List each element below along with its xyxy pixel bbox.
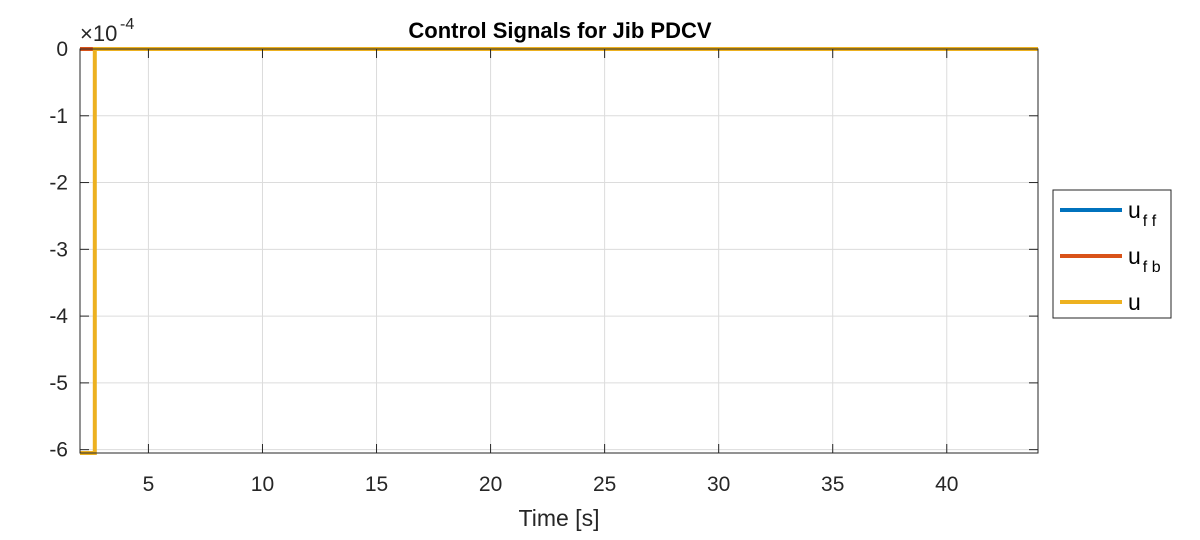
legend-label-subscript: f b bbox=[1143, 259, 1161, 276]
ticks bbox=[80, 48, 1038, 453]
x-axis-label: Time [s] bbox=[519, 505, 600, 531]
grid bbox=[80, 48, 1038, 453]
legend-label-2: u bbox=[1128, 289, 1141, 315]
plot-border bbox=[79, 48, 1039, 454]
legend-label-subscript: f f bbox=[1143, 213, 1157, 230]
chart-title: Control Signals for Jib PDCV bbox=[408, 18, 711, 43]
x-tick-label: 30 bbox=[707, 473, 730, 496]
y-tick-label: -6 bbox=[49, 439, 68, 462]
legend-label-main: u bbox=[1128, 243, 1141, 269]
legend-label-main: u bbox=[1128, 289, 1141, 315]
plot-background bbox=[80, 49, 1038, 453]
y-tick-label: -4 bbox=[49, 305, 68, 328]
x-tick-label: 5 bbox=[143, 473, 155, 496]
y-exponent-power: -4 bbox=[120, 16, 134, 33]
tick-labels: 5 10 15 20 25 30 35 40 -6 -5 -4 -3 -2 -1 0 bbox=[49, 38, 958, 496]
x-tick-label: 25 bbox=[593, 473, 616, 496]
x-tick-label: 20 bbox=[479, 473, 502, 496]
x-tick-label: 10 bbox=[251, 473, 274, 496]
y-tick-label: -3 bbox=[49, 238, 68, 261]
x-tick-label: 15 bbox=[365, 473, 388, 496]
y-exponent-base: ×10 bbox=[80, 21, 117, 46]
y-exponent: ×10 -4 bbox=[80, 16, 134, 46]
y-tick-label: -1 bbox=[49, 105, 68, 128]
x-tick-label: 40 bbox=[935, 473, 958, 496]
x-tick-label: 35 bbox=[821, 473, 844, 496]
y-tick-label: 0 bbox=[56, 38, 68, 61]
legend-label-main: u bbox=[1128, 197, 1141, 223]
y-tick-label: -5 bbox=[49, 372, 68, 395]
y-tick-label: -2 bbox=[49, 172, 68, 195]
